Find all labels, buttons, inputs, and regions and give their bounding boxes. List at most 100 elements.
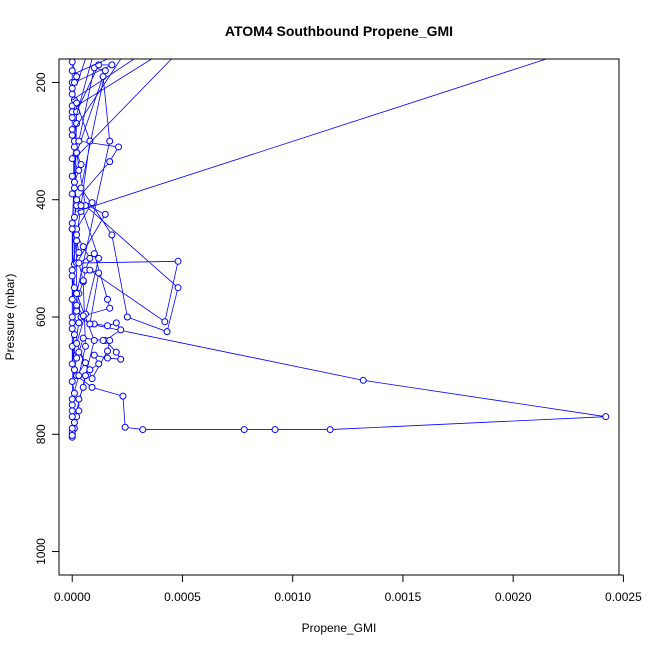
data-point [68,319,76,327]
data-point [326,426,334,434]
data-point [70,419,78,427]
data-point [68,413,76,421]
data-point [81,372,89,380]
data-point [79,334,87,342]
data-point [73,231,81,239]
data-point [68,266,76,274]
data-point [95,360,103,368]
data-point [106,304,114,312]
data-point [70,178,78,186]
y-tick-label: 800 [34,424,48,444]
x-axis-title: Propene_GMI [302,621,377,635]
y-tick-label: 1000 [34,538,48,565]
x-tick-label: 0.0015 [385,590,422,604]
data-point [73,339,81,347]
data-point [68,59,76,66]
data-point [68,219,76,227]
x-tick-label: 0.0005 [164,590,201,604]
data-point [95,269,103,277]
data-point [79,312,87,320]
data-point [68,360,76,368]
series-segment [76,59,86,86]
data-point [79,277,87,285]
data-point [73,354,81,362]
plot-frame [58,58,620,576]
data-point [108,61,116,69]
x-tick-label: 0.0000 [54,590,91,604]
data-point [68,313,76,321]
data-point [106,336,114,344]
series-segment [76,59,93,115]
data-point [112,348,120,356]
y-axis-title: Pressure (mbar) [3,274,17,361]
data-point [174,257,182,265]
data-point [119,392,127,400]
data-point [101,210,109,218]
data-point [79,383,87,391]
data-point [123,313,131,321]
x-axis: 0.0000 0.0005 0.0010 0.0015 0.0020 0.0025 [54,574,642,604]
data-point [117,326,125,334]
data-point [68,431,76,439]
data-point [86,320,94,328]
data-point [73,301,81,309]
data-point [117,355,125,363]
chart-title: ATOM4 Southbound Propene_GMI [225,23,453,39]
data-point [106,158,114,166]
data-point [75,249,83,256]
data-point [90,250,98,258]
data-point [115,143,123,151]
x-tick-label: 0.0020 [495,590,532,604]
data-point [70,284,78,292]
data-point [88,383,96,391]
x-tick-label: 0.0025 [605,590,642,604]
data-point [68,131,76,139]
data-point [77,184,85,192]
data-point [68,155,76,163]
data-point [86,254,94,262]
data-point [73,290,81,298]
data-point [68,190,76,198]
data-point [73,99,81,107]
data-point [108,231,116,239]
data-point [602,413,610,421]
data-point [121,423,129,431]
data-point [68,407,76,415]
data-point [70,389,78,397]
data-point [75,348,83,356]
data-point [271,426,279,434]
data-point [68,225,76,233]
data-point [73,149,81,157]
data-point [77,161,85,169]
data-point [75,137,83,145]
data-point [81,342,89,350]
series-segment [74,59,108,75]
data-point [90,336,98,344]
data-point [104,347,111,355]
data-point [68,114,76,122]
data-point [75,372,83,380]
series-segment [76,59,547,212]
data-point [68,395,76,403]
data-point [101,67,109,75]
data-point [68,172,76,180]
data-point [68,378,76,385]
series-segment [76,59,152,107]
y-tick-label: 600 [34,307,48,327]
data-point [75,407,83,415]
data-point [161,318,169,326]
data-point [68,84,76,92]
data-point [75,319,83,327]
data-point [70,213,78,221]
data-point [99,73,107,81]
data-point [68,295,76,303]
data-point [106,137,114,145]
data-point [86,266,94,274]
data-point [81,359,89,367]
data-point [73,196,81,204]
data-point [68,325,76,333]
y-tick-label: 400 [34,189,48,209]
series-line [71,61,606,438]
data-point [163,328,171,336]
data-point [240,426,248,434]
